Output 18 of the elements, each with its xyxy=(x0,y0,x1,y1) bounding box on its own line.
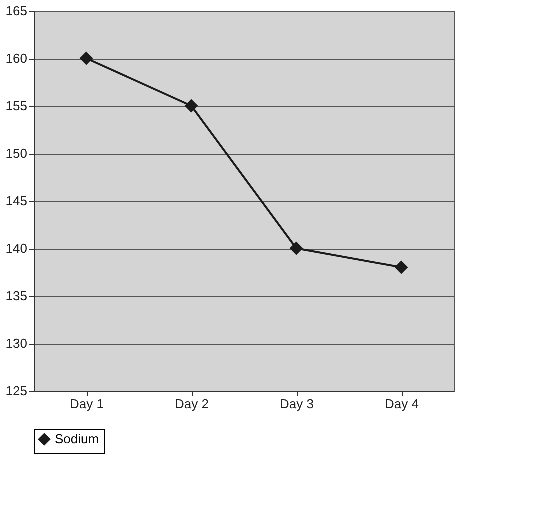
x-tick-label: Day 3 xyxy=(280,396,314,412)
x-tick-label: Day 4 xyxy=(385,396,419,412)
point xyxy=(290,242,304,256)
y-tick-label: 130 xyxy=(6,336,28,351)
y-tick-label: 125 xyxy=(6,384,28,398)
y-tick-label: 145 xyxy=(6,194,28,208)
y-tick-label: 165 xyxy=(6,4,28,18)
y-tick-label: 140 xyxy=(6,241,28,256)
point xyxy=(80,52,94,66)
y-tick-label: 160 xyxy=(6,51,28,66)
y-tick-label: 150 xyxy=(6,146,28,161)
point xyxy=(394,260,408,274)
legend-label: Sodium xyxy=(55,432,100,446)
y-tick-label: 155 xyxy=(6,98,28,114)
x-tick-label: Day 1 xyxy=(70,396,104,412)
x-tick-label: Day 2 xyxy=(175,396,209,412)
y-tick-label: 135 xyxy=(6,288,28,304)
point xyxy=(184,99,198,113)
